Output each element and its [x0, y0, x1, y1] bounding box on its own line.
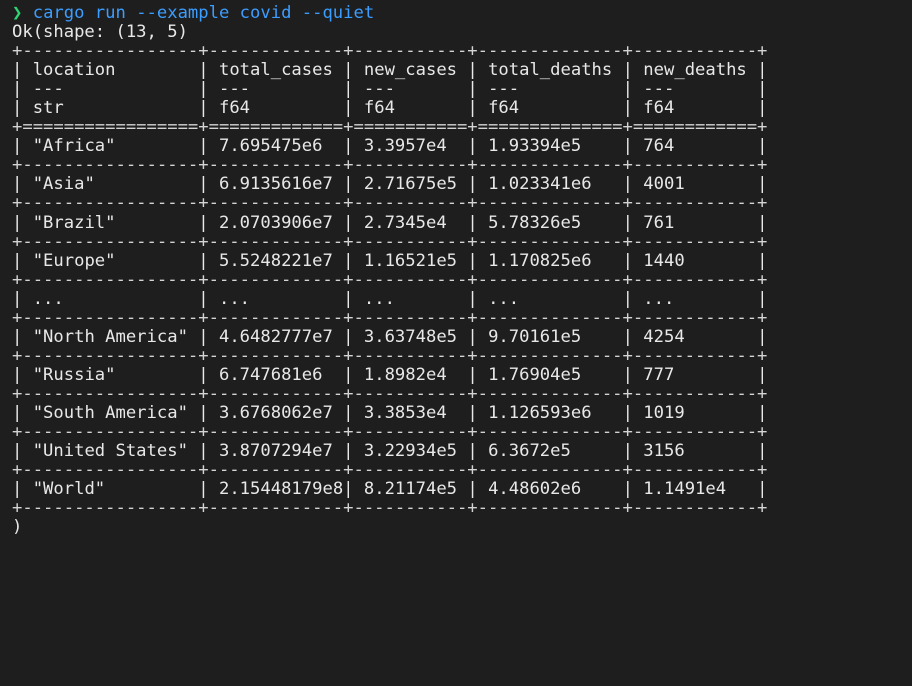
table-cell: 761: [632, 212, 758, 233]
table-cell: location: [22, 60, 199, 81]
table-cell: ---: [353, 79, 468, 100]
table-cell: 6.9135616e7: [208, 174, 344, 195]
table-top-border: +-----------------+-------------+-------…: [12, 41, 768, 62]
table-cell: total_cases: [208, 60, 344, 81]
table-cell: "World": [22, 479, 199, 500]
table-cell: ...: [477, 288, 623, 309]
table-row: | "North America" | 4.6482777e7 | 3.6374…: [12, 326, 768, 347]
table-cell: "South America": [22, 402, 199, 423]
table-cell: new_cases: [353, 60, 468, 81]
output-shape-line: Ok(shape: (13, 5): [12, 22, 188, 43]
header-row-dtypes: | str | f64 | f64 | f64 | f64 |: [12, 98, 768, 119]
table-row: | "World" | 2.15448179e8| 8.21174e5 | 4.…: [12, 479, 768, 500]
table-cell: ---: [208, 79, 344, 100]
table-cell: str: [22, 98, 199, 119]
table-cell: 2.71675e5: [353, 174, 468, 195]
table-row: | "Asia" | 6.9135616e7 | 2.71675e5 | 1.0…: [12, 174, 768, 195]
row-divider: +-----------------+-------------+-------…: [12, 155, 768, 176]
table-cell: ---: [632, 79, 758, 100]
table-cell: 4254: [632, 326, 758, 347]
row-divider: +-----------------+-------------+-------…: [12, 383, 768, 404]
table-cell: 6.3672e5: [477, 441, 623, 462]
table-cell: 3.3853e4: [353, 402, 468, 423]
table-cell: "Asia": [22, 174, 199, 195]
table-cell: 1.126593e6: [477, 402, 623, 423]
table-row: | "Europe" | 5.5248221e7 | 1.16521e5 | 1…: [12, 250, 768, 271]
table-cell: "United States": [22, 441, 199, 462]
table-cell: 4001: [632, 174, 758, 195]
row-divider: +-----------------+-------------+-------…: [12, 460, 768, 481]
table-cell: 9.70161e5: [477, 326, 623, 347]
row-divider: +-----------------+-------------+-------…: [12, 193, 768, 214]
table-cell: 1.16521e5: [353, 250, 468, 271]
table-cell: 6.747681e6: [208, 364, 344, 385]
table-cell: 1.170825e6: [477, 250, 623, 271]
header-divider: +=================+=============+=======…: [12, 117, 768, 138]
row-divider: +-----------------+-------------+-------…: [12, 307, 768, 328]
table-cell: 777: [632, 364, 758, 385]
closing-paren: ): [12, 517, 23, 538]
table-row: | "Brazil" | 2.0703906e7 | 2.7345e4 | 5.…: [12, 212, 768, 233]
table-cell: 3.6768062e7: [208, 402, 344, 423]
table-cell: 1019: [632, 402, 758, 423]
table-row: | "Russia" | 6.747681e6 | 1.8982e4 | 1.7…: [12, 364, 768, 385]
row-divider: +-----------------+-------------+-------…: [12, 231, 768, 252]
table-row: | "United States" | 3.8707294e7 | 3.2293…: [12, 441, 768, 462]
table-cell: 1440: [632, 250, 758, 271]
table-cell: 4.6482777e7: [208, 326, 344, 347]
table-cell: ...: [632, 288, 758, 309]
table-cell: ...: [22, 288, 199, 309]
table-cell: 3.3957e4: [353, 136, 468, 157]
table-cell: total_deaths: [477, 60, 623, 81]
table-cell: 4.48602e6: [477, 479, 623, 500]
table-cell: ...: [208, 288, 344, 309]
table-cell: 764: [632, 136, 758, 157]
header-row-separator: | --- | --- | --- | --- | --- |: [12, 79, 768, 100]
command-line: ❯ cargo run --example covid --quiet: [12, 3, 912, 23]
table-row: | "South America" | 3.6768062e7 | 3.3853…: [12, 402, 768, 423]
row-divider: +-----------------+-------------+-------…: [12, 269, 768, 290]
table-cell: 1.93394e5: [477, 136, 623, 157]
dataframe-table: +-----------------+-------------+-------…: [12, 42, 912, 518]
table-cell: 1.8982e4: [353, 364, 468, 385]
table-cell: 1.1491e4: [632, 479, 758, 500]
table-cell: 7.695475e6: [208, 136, 344, 157]
table-cell: 3.63748e5: [353, 326, 468, 347]
table-cell: 3.22934e5: [353, 441, 468, 462]
table-cell: 2.15448179e8: [208, 479, 344, 500]
table-row: | ... | ... | ... | ... | ... |: [12, 288, 768, 309]
table-cell: 2.7345e4: [353, 212, 468, 233]
table-cell: 3156: [632, 441, 758, 462]
table-cell: ---: [477, 79, 623, 100]
table-cell: 2.0703906e7: [208, 212, 344, 233]
table-cell: ---: [22, 79, 199, 100]
table-cell: new_deaths: [632, 60, 758, 81]
table-cell: 1.76904e5: [477, 364, 623, 385]
table-cell: f64: [632, 98, 758, 119]
table-row: | "Africa" | 7.695475e6 | 3.3957e4 | 1.9…: [12, 136, 768, 157]
row-divider: +-----------------+-------------+-------…: [12, 498, 768, 519]
table-cell: 1.023341e6: [477, 174, 623, 195]
table-cell: 5.78326e5: [477, 212, 623, 233]
header-row-names: | location | total_cases | new_cases | t…: [12, 60, 768, 81]
table-cell: f64: [353, 98, 468, 119]
row-divider: +-----------------+-------------+-------…: [12, 422, 768, 443]
table-cell: "Brazil": [22, 212, 199, 233]
table-cell: 3.8707294e7: [208, 441, 344, 462]
table-cell: 5.5248221e7: [208, 250, 344, 271]
row-divider: +-----------------+-------------+-------…: [12, 345, 768, 366]
table-cell: "Africa": [22, 136, 199, 157]
table-cell: ...: [353, 288, 468, 309]
command-text: cargo run --example covid --quiet: [32, 3, 375, 23]
table-cell: "North America": [22, 326, 199, 347]
table-cell: 8.21174e5: [353, 479, 468, 500]
table-cell: f64: [208, 98, 344, 119]
table-cell: f64: [477, 98, 623, 119]
prompt-chevron-icon: ❯: [12, 3, 23, 23]
table-cell: "Europe": [22, 250, 199, 271]
table-cell: "Russia": [22, 364, 199, 385]
